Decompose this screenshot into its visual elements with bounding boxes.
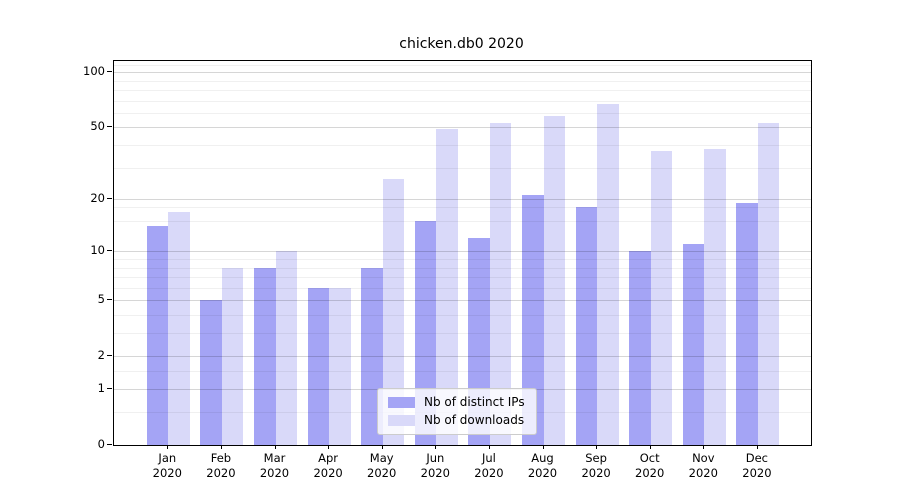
x-tick-mark xyxy=(381,445,383,449)
x-tick-label: Dec 2020 xyxy=(742,451,772,480)
x-tick-mark xyxy=(488,445,490,449)
x-tick-label: Apr 2020 xyxy=(313,451,343,480)
x-tick-label: Sep 2020 xyxy=(581,451,611,480)
y-tick-label: 5 xyxy=(97,292,105,307)
bar-downloads xyxy=(650,151,673,445)
gridline-minor xyxy=(114,267,811,269)
legend-item-downloads: Nb of downloads xyxy=(388,413,525,428)
gridline-major xyxy=(114,72,811,74)
x-tick-mark xyxy=(328,445,330,449)
bar-distinct-ips xyxy=(522,195,544,445)
legend-item-distinct-ips: Nb of distinct IPs xyxy=(388,395,525,410)
bar-distinct-ips xyxy=(146,226,169,445)
x-tick-label: Jan 2020 xyxy=(152,451,182,480)
bar-distinct-ips xyxy=(682,244,705,445)
bar-downloads xyxy=(221,267,244,445)
gridline-minor xyxy=(114,112,811,114)
y-tick-label: 0 xyxy=(97,437,105,451)
y-tick-label: 2 xyxy=(97,348,105,363)
bar-distinct-ips xyxy=(575,207,598,445)
gridline-minor xyxy=(114,277,811,279)
gridline-minor xyxy=(114,207,811,209)
legend: Nb of distinct IPs Nb of downloads xyxy=(377,388,537,435)
gridline-major xyxy=(114,127,811,129)
x-tick-label: May 2020 xyxy=(367,451,397,480)
gridline-minor xyxy=(114,80,811,82)
y-tick-label: 1 xyxy=(97,381,105,395)
plot-area xyxy=(113,60,812,446)
bar-downloads xyxy=(704,149,726,445)
x-tick-label: Jun 2020 xyxy=(420,451,450,480)
bar-downloads xyxy=(597,104,619,445)
gridline-major xyxy=(114,300,811,302)
x-tick-mark xyxy=(220,445,222,449)
x-tick-label: Nov 2020 xyxy=(688,451,718,480)
y-tick-mark xyxy=(107,198,112,200)
gridline-major xyxy=(114,199,811,201)
x-tick-mark xyxy=(435,445,437,449)
bar-distinct-ips xyxy=(629,251,651,445)
gridline-minor xyxy=(114,287,811,289)
y-tick-mark xyxy=(107,388,112,389)
x-tick-mark xyxy=(542,445,544,449)
y-tick-mark xyxy=(107,250,112,252)
gridline-minor xyxy=(114,145,811,147)
y-tick-mark xyxy=(107,444,112,445)
x-tick-mark xyxy=(649,445,651,449)
y-tick-label: 20 xyxy=(90,191,105,206)
bar-distinct-ips xyxy=(307,287,330,445)
gridline-minor xyxy=(114,90,811,92)
bar-distinct-ips xyxy=(200,300,222,445)
x-tick-label: Mar 2020 xyxy=(259,451,290,480)
bar-downloads xyxy=(382,178,405,445)
x-tick-label: Feb 2020 xyxy=(206,451,236,480)
bar-downloads xyxy=(489,122,512,445)
gridline-minor xyxy=(114,314,811,316)
legend-swatch-distinct-ips xyxy=(388,397,415,408)
gridline-major xyxy=(114,356,811,358)
bar-downloads xyxy=(275,251,297,445)
gridline-minor xyxy=(114,221,811,223)
gridline-minor xyxy=(114,259,811,260)
x-tick-label: Oct 2020 xyxy=(635,451,665,480)
y-tick-mark xyxy=(107,299,112,301)
x-tick-mark xyxy=(756,445,758,449)
gridline-minor xyxy=(114,333,811,335)
y-tick-label: 100 xyxy=(83,64,105,79)
gridline-minor xyxy=(114,370,811,372)
bar-downloads xyxy=(168,211,190,445)
x-tick-mark xyxy=(167,445,169,449)
bar-downloads xyxy=(757,122,780,445)
y-tick-mark xyxy=(107,71,112,73)
gridline-minor xyxy=(114,64,811,66)
gridline-minor xyxy=(114,100,811,102)
x-tick-mark xyxy=(703,445,705,449)
y-tick-label: 10 xyxy=(90,243,105,258)
gridline-major xyxy=(114,251,811,253)
x-tick-mark xyxy=(596,445,598,449)
y-tick-mark xyxy=(107,126,112,128)
legend-label-downloads: Nb of downloads xyxy=(424,413,525,427)
gridline-minor xyxy=(114,167,811,169)
bar-downloads xyxy=(329,287,351,445)
x-tick-label: Aug 2020 xyxy=(527,451,558,480)
bar-downloads xyxy=(436,128,458,445)
legend-label-distinct-ips: Nb of distinct IPs xyxy=(424,395,525,409)
bar-distinct-ips xyxy=(736,203,758,445)
y-tick-label: 50 xyxy=(90,119,105,134)
bar-distinct-ips xyxy=(254,267,276,445)
x-tick-label: Jul 2020 xyxy=(474,451,504,480)
y-tick-mark xyxy=(107,355,112,357)
bar-downloads xyxy=(543,115,565,445)
chart-title: chicken.db0 2020 xyxy=(399,36,524,52)
legend-swatch-downloads xyxy=(388,415,415,426)
x-tick-mark xyxy=(274,445,276,449)
